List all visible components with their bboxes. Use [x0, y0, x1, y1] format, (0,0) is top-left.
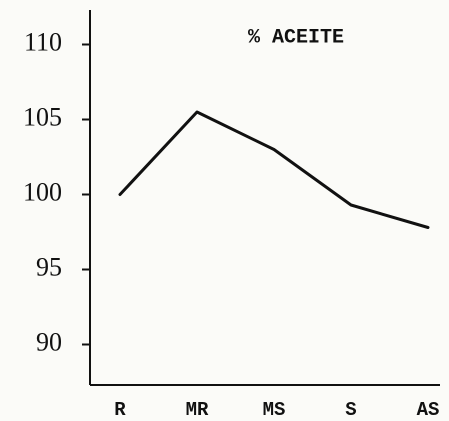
y-tick-label: 110 — [24, 27, 62, 56]
chart-title: % ACEITE — [248, 26, 344, 49]
y-tick-label: 100 — [23, 177, 62, 206]
y-tick-label: 95 — [36, 252, 62, 281]
data-line — [118, 110, 430, 229]
x-tick-label: R — [114, 399, 126, 421]
y-tick-label: 90 — [36, 327, 62, 356]
x-tick-label: MR — [186, 399, 209, 421]
x-tick-label: MS — [263, 399, 286, 421]
y-tick-label: 105 — [23, 102, 62, 131]
x-tick-label: S — [345, 399, 356, 421]
x-tick-label: AS — [417, 399, 440, 421]
